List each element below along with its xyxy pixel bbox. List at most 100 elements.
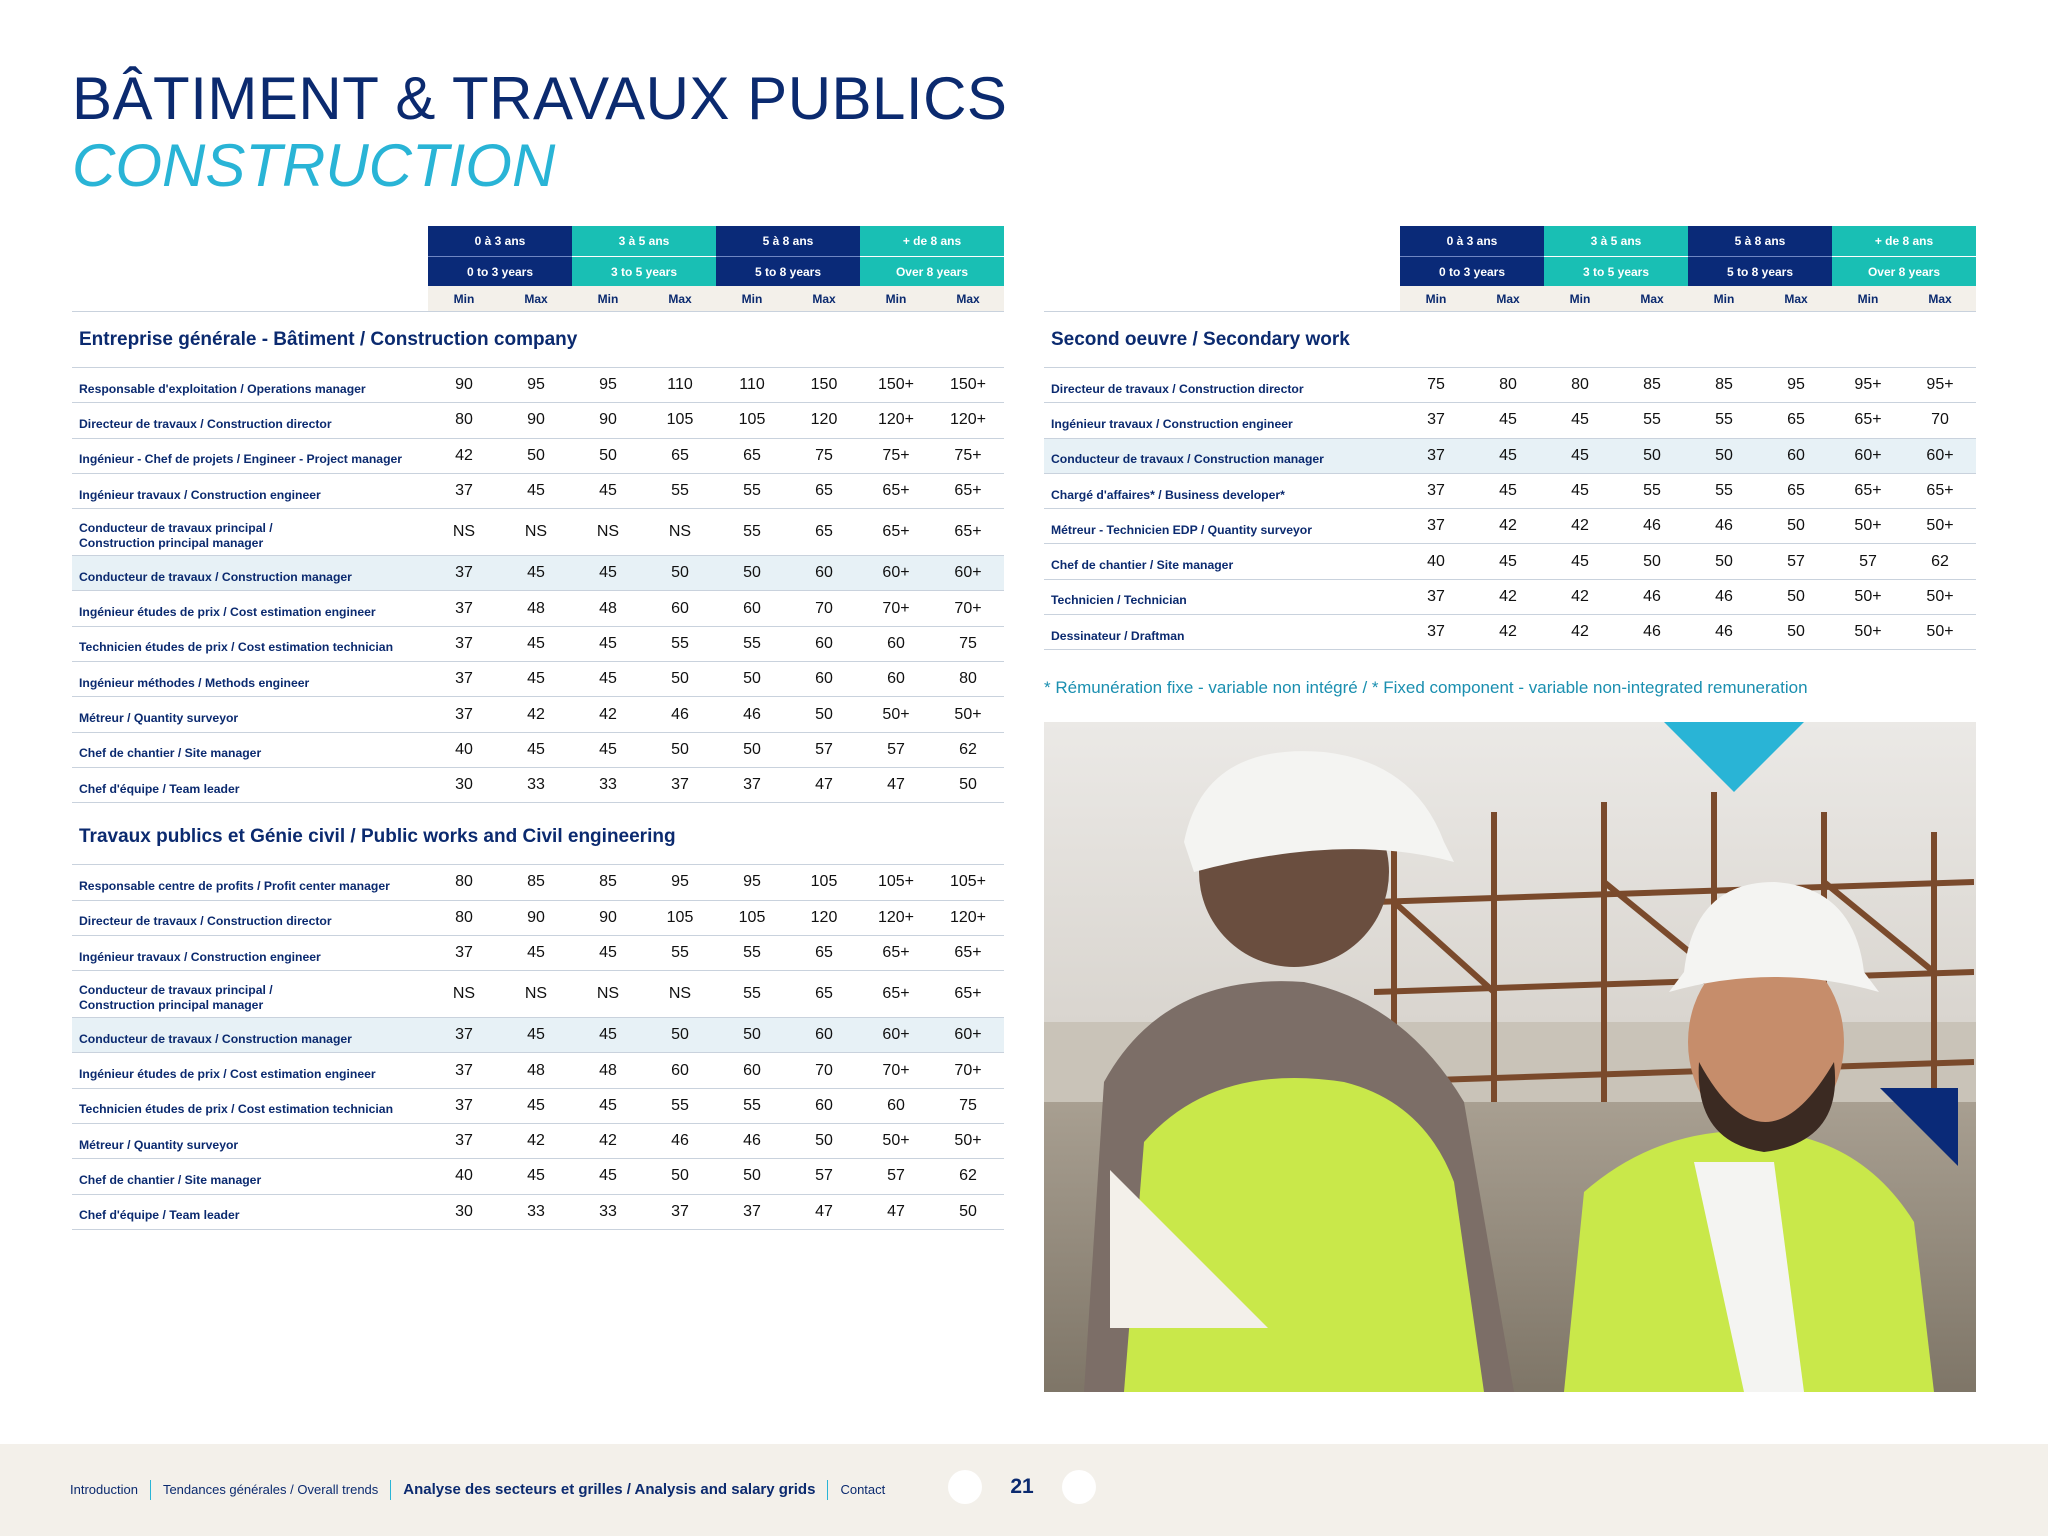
table-row: Métreur / Quantity surveyor 37 42 42 46 46 50 5… [72, 1124, 1004, 1160]
salary-value: 55 [1715, 482, 1733, 500]
salary-value: 65+ [954, 482, 982, 500]
salary-value: 85 [1715, 376, 1733, 394]
salary-value: 37 [743, 776, 761, 794]
row-label: Dessinateur / Draftman [1044, 621, 1400, 644]
salary-value: 37 [1427, 587, 1445, 605]
salary-value: 150+ [949, 376, 987, 394]
salary-value: 60 [815, 634, 833, 652]
salary-value: 37 [671, 776, 689, 794]
salary-value: 50 [671, 564, 689, 582]
min-label: Min [428, 286, 500, 311]
salary-value: 60 [815, 1026, 833, 1044]
salary-value: 60+ [882, 1026, 910, 1044]
footer-nav-item[interactable]: Introduction [70, 1482, 138, 1497]
page-title: BÂTIMENT & TRAVAUX PUBLICS [72, 65, 1008, 132]
salary-value: 75 [815, 446, 833, 464]
table-row: Chargé d'affaires* / Business developer*… [1044, 474, 1976, 510]
salary-value: 37 [743, 1202, 761, 1220]
salary-value: 65+ [882, 523, 910, 541]
row-label: Directeur de travaux / Construction dire… [1044, 374, 1400, 397]
row-label-line: Chef de chantier / Site manager [1051, 558, 1234, 573]
salary-value: 120+ [877, 411, 915, 429]
table-row: Chef de chantier / Site manager 40 45 45 50 5… [72, 1159, 1004, 1195]
salary-value: 50 [671, 1167, 689, 1185]
row-label-line: Ingénieur études de prix / Cost estimati… [79, 605, 376, 620]
salary-value: 95 [1787, 376, 1805, 394]
salary-value: 65+ [882, 985, 910, 1003]
salary-value: 85 [1643, 376, 1661, 394]
decorative-triangle-navy [1880, 1088, 1958, 1166]
max-label: Max [1472, 286, 1544, 311]
header-spacer [72, 286, 428, 311]
footer-nav-item[interactable]: Analyse des secteurs et grilles / Analys… [390, 1480, 827, 1500]
salary-value: 70 [1931, 411, 1949, 429]
salary-value: 110 [667, 376, 693, 394]
salary-value: 105 [810, 873, 838, 891]
row-label: Conducteur de travaux / Construction man… [1044, 444, 1400, 467]
row-label-line: Chef d'équipe / Team leader [79, 1208, 240, 1223]
salary-value: 37 [1427, 517, 1445, 535]
salary-value: 50 [959, 1202, 977, 1220]
salary-value: 37 [455, 1026, 473, 1044]
next-page-button[interactable] [1062, 1470, 1096, 1504]
table-row: Ingénieur travaux / Construction enginee… [1044, 403, 1976, 439]
table-row: Technicien études de prix / Cost estimat… [72, 1089, 1004, 1125]
table-row: Chef d'équipe / Team leader 30 33 33 37 37 47 4… [72, 768, 1004, 804]
decorative-triangle-cyan [1664, 722, 1804, 792]
table-row: Ingénieur méthodes / Methods engineer 37 4… [72, 662, 1004, 698]
salary-value: 45 [599, 944, 617, 961]
salary-value: 37 [455, 1061, 473, 1079]
salary-value: 37 [455, 634, 473, 652]
min-label: Min [1400, 286, 1472, 311]
row-label-line: Technicien études de prix / Cost estimat… [79, 640, 394, 655]
salary-value: 120+ [877, 908, 915, 926]
header-group-fr: 0 à 3 ans [1400, 226, 1544, 256]
salary-value: 37 [455, 599, 473, 617]
previous-page-button[interactable] [948, 1470, 982, 1504]
salary-value: 50+ [1854, 623, 1882, 641]
header-group-en: 5 to 8 years [716, 256, 860, 286]
salary-value: 37 [1427, 411, 1445, 429]
salary-value: 50 [743, 740, 761, 758]
salary-value: 50+ [1854, 587, 1882, 605]
salary-value: 46 [671, 705, 689, 723]
table-row: Chef de chantier / Site manager 40 45 45 50 5… [72, 733, 1004, 768]
salary-value: 37 [1427, 623, 1445, 641]
header-group-fr: 3 à 5 ans [572, 226, 716, 256]
salary-value: 45 [527, 634, 545, 652]
min-label: Min [860, 286, 932, 311]
row-label-line: Directeur de travaux / Construction dire… [1051, 381, 1304, 396]
salary-value: 45 [1499, 446, 1517, 464]
salary-value: 55 [1643, 482, 1661, 500]
salary-value: 90 [527, 411, 545, 429]
salary-value: 50 [743, 564, 761, 582]
salary-value: 50 [527, 446, 545, 464]
salary-value: 120 [810, 908, 838, 926]
salary-value: 62 [959, 1167, 977, 1185]
salary-value: 40 [455, 1167, 473, 1185]
salary-value: 45 [599, 634, 617, 652]
table-row: Ingénieur études de prix / Cost estimati… [72, 1053, 1004, 1089]
salary-value: 45 [527, 944, 545, 961]
row-label: Ingénieur études de prix / Cost estimati… [72, 1059, 428, 1082]
salary-value: 50 [743, 670, 761, 688]
row-label-line: Responsable d'exploitation / Operations … [79, 381, 366, 396]
header-row-fr: 0 à 3 ans 3 à 5 ans 5 à 8 ans + de 8 ans [72, 226, 1004, 256]
footer-nav-item[interactable]: Contact [827, 1480, 897, 1500]
salary-value: 33 [527, 1202, 545, 1220]
salary-value: 65+ [882, 482, 910, 500]
salary-value: NS [596, 985, 620, 1003]
row-label-line: Conducteur de travaux / Construction man… [79, 569, 352, 584]
table-row: Technicien / Technician 37 42 42 46 46 50 50+ 50… [1044, 580, 1976, 616]
salary-value: 90 [599, 411, 617, 429]
salary-value: 45 [599, 1167, 617, 1185]
salary-value: 45 [1571, 482, 1589, 500]
decorative-triangle-cream [1110, 1170, 1268, 1328]
salary-value: 95+ [1854, 376, 1882, 394]
row-label: Technicien / Technician [1044, 585, 1400, 608]
footer-nav-item[interactable]: Tendances générales / Overall trends [149, 1480, 390, 1500]
row-label-line: Métreur / Quantity surveyor [79, 711, 239, 726]
salary-value: 60 [743, 599, 761, 617]
row-label: Métreur / Quantity surveyor [72, 1130, 428, 1153]
salary-value: 37 [671, 1202, 689, 1220]
